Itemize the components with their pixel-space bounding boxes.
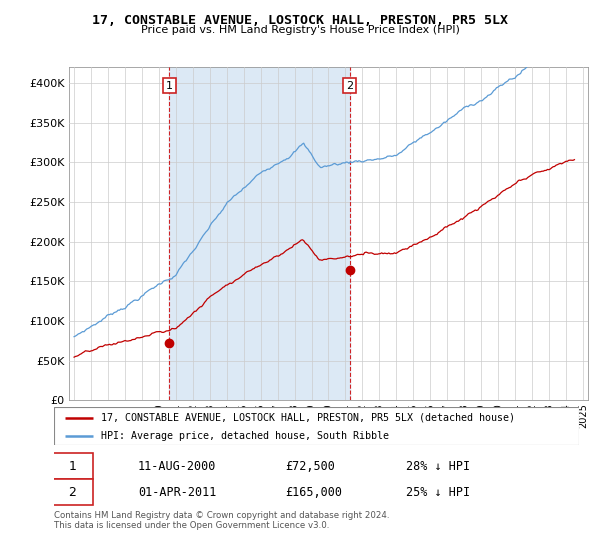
Text: 1: 1 [68,460,76,473]
Text: 17, CONSTABLE AVENUE, LOSTOCK HALL, PRESTON, PR5 5LX (detached house): 17, CONSTABLE AVENUE, LOSTOCK HALL, PRES… [101,413,515,423]
Text: Price paid vs. HM Land Registry's House Price Index (HPI): Price paid vs. HM Land Registry's House … [140,25,460,35]
FancyBboxPatch shape [52,453,94,479]
Text: HPI: Average price, detached house, South Ribble: HPI: Average price, detached house, Sout… [101,431,389,441]
Text: 2: 2 [68,486,76,498]
Bar [169,67,350,400]
Text: 11-AUG-2000: 11-AUG-2000 [138,460,217,473]
Text: 25% ↓ HPI: 25% ↓ HPI [406,486,470,498]
Text: 1: 1 [166,81,173,91]
Text: 01-APR-2011: 01-APR-2011 [138,486,217,498]
Bar [574,67,588,400]
Text: £72,500: £72,500 [285,460,335,473]
Text: 2: 2 [346,81,353,91]
Text: 17, CONSTABLE AVENUE, LOSTOCK HALL, PRESTON, PR5 5LX: 17, CONSTABLE AVENUE, LOSTOCK HALL, PRES… [92,14,508,27]
Text: Contains HM Land Registry data © Crown copyright and database right 2024.
This d: Contains HM Land Registry data © Crown c… [54,511,389,530]
Text: 28% ↓ HPI: 28% ↓ HPI [406,460,470,473]
FancyBboxPatch shape [52,479,94,505]
Text: £165,000: £165,000 [285,486,342,498]
